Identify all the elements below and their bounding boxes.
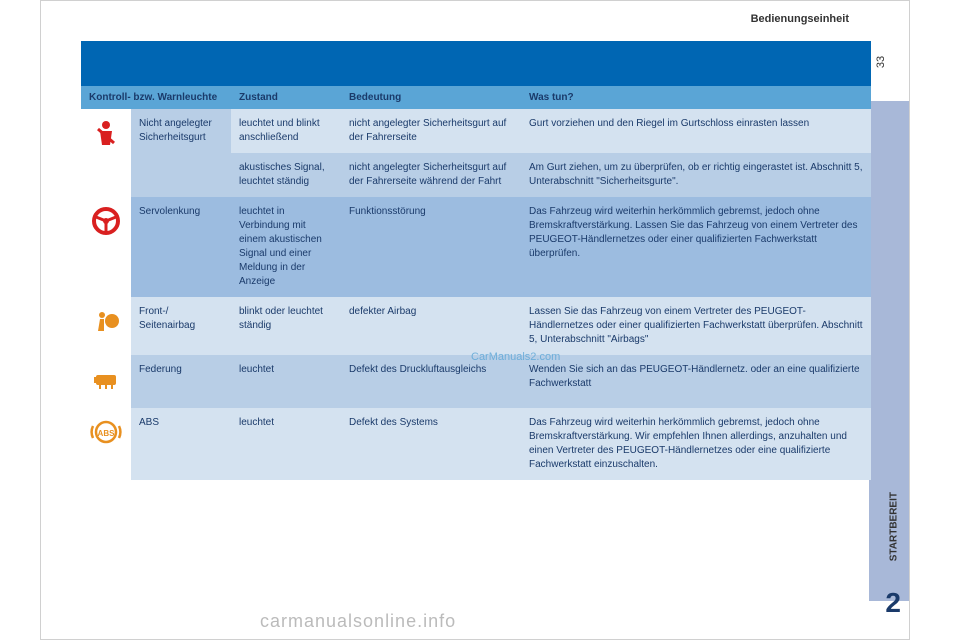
side-chapter-number: 2 [885, 587, 901, 619]
seatbelt-icon [90, 117, 122, 149]
indicator-label: Front-/ Seitenairbag [131, 297, 231, 355]
action-cell: Lassen Sie das Fahrzeug von einem Vertre… [521, 297, 871, 355]
state-cell: leuchtet [231, 408, 341, 480]
airbag-icon [90, 305, 122, 337]
table-row: Front-/ Seitenairbag blinkt oder leuchte… [81, 297, 871, 355]
table-header-row: Kontroll- bzw. Warnleuchte Zustand Bedeu… [81, 86, 871, 109]
svg-text:ABS: ABS [98, 429, 116, 438]
state-cell: akustisches Signal, leuchtet ständig [231, 153, 341, 197]
icon-cell [81, 355, 131, 408]
table-row: ABS ABS leuchtet Defekt des Systems Das … [81, 408, 871, 480]
icon-cell [81, 297, 131, 355]
col-header-state: Zustand [231, 86, 341, 109]
page-container: Bedienungseinheit 33 STARTBEREIT 2 Kontr… [40, 0, 910, 640]
table-row: Nicht angelegter Sicherheitsgurt leuchte… [81, 109, 871, 153]
indicator-label: Nicht angelegter Sicherheitsgurt [131, 109, 231, 197]
title-bar [81, 41, 871, 86]
action-cell: Gurt vorziehen und den Riegel im Gurtsch… [521, 109, 871, 153]
state-cell: leuchtet in Verbindung mit einem akustis… [231, 197, 341, 297]
indicator-label: Servolenkung [131, 197, 231, 297]
meaning-cell: nicht angelegter Sicherheitsgurt auf der… [341, 109, 521, 153]
meaning-cell: defekter Airbag [341, 297, 521, 355]
watermark-text: CarManuals2.com [471, 351, 560, 363]
icon-cell [81, 109, 131, 197]
footer-watermark: carmanualsonline.info [260, 611, 456, 632]
col-header-action: Was tun? [521, 86, 871, 109]
suspension-icon [90, 363, 122, 395]
meaning-cell: Funktionsstörung [341, 197, 521, 297]
meaning-cell: Defekt des Systems [341, 408, 521, 480]
indicator-label: ABS [131, 408, 231, 480]
action-cell: Das Fahrzeug wird weiterhin herkömmlich … [521, 408, 871, 480]
section-title: Bedienungseinheit [751, 13, 849, 25]
state-cell: leuchtet [231, 355, 341, 408]
action-cell: Das Fahrzeug wird weiterhin herkömmlich … [521, 197, 871, 297]
indicator-label: Federung [131, 355, 231, 408]
col-header-indicator: Kontroll- bzw. Warnleuchte [81, 86, 231, 109]
side-label: STARTBEREIT [888, 492, 899, 561]
abs-icon: ABS [90, 416, 122, 448]
steering-wheel-icon [90, 205, 122, 237]
icon-cell [81, 197, 131, 297]
state-cell: blinkt oder leuchtet ständig [231, 297, 341, 355]
state-cell: leuchtet und blinkt anschließend [231, 109, 341, 153]
action-cell: Wenden Sie sich an das PEUGEOT-Händlerne… [521, 355, 871, 408]
col-header-meaning: Bedeutung [341, 86, 521, 109]
action-cell: Am Gurt ziehen, um zu überprüfen, ob er … [521, 153, 871, 197]
meaning-cell: nicht angelegter Sicherheitsgurt auf der… [341, 153, 521, 197]
table-row: Servolenkung leuchtet in Verbindung mit … [81, 197, 871, 297]
page-number: 33 [875, 56, 887, 68]
warning-lights-table: Kontroll- bzw. Warnleuchte Zustand Bedeu… [81, 86, 871, 480]
icon-cell: ABS [81, 408, 131, 480]
